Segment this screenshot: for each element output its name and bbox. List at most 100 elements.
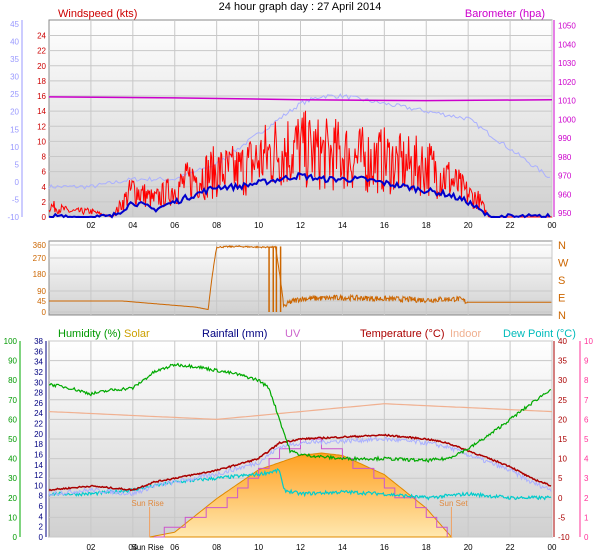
x-tick-label: 20 (464, 543, 473, 552)
rain-tick-label: 20 (34, 430, 43, 439)
x-tick-label: 04 (128, 543, 137, 552)
rain-tick-label: 0 (39, 533, 44, 542)
humidity-label: Humidity (%) (58, 328, 121, 340)
windspeed-label: Windspeed (kts) (58, 8, 137, 20)
x-tick-label: 14 (338, 543, 347, 552)
chart-title: 24 hour graph day : 27 April 2014 (219, 1, 382, 13)
humidity-tick-label: 50 (8, 435, 17, 444)
uv-label: UV (285, 328, 301, 340)
outer-tick-label: 20 (10, 108, 19, 117)
x-tick-label: 12 (296, 221, 305, 230)
indoor-label: Indoor (450, 328, 482, 340)
uv-tick-label: 9 (584, 357, 589, 366)
baro-tick-label: 1030 (558, 59, 576, 68)
uv-tick-label: 3 (584, 474, 589, 483)
temperature-label: Temperature (°C) (360, 328, 444, 340)
uv-tick-label: 7 (584, 396, 589, 405)
x-tick-label: 02 (86, 543, 95, 552)
x-tick-label: 02 (86, 221, 95, 230)
humidity-tick-label: 10 (8, 513, 17, 522)
direction-tick-label: 90 (37, 287, 46, 296)
rain-tick-label: 24 (34, 409, 43, 418)
compass-label: N (558, 310, 566, 322)
baro-tick-label: 990 (558, 134, 572, 143)
x-tick-label: 16 (380, 543, 389, 552)
sun-rise-axis-label: Sun Rise (131, 543, 164, 552)
humidity-tick-label: 20 (8, 494, 17, 503)
outer-tick-label: 40 (10, 38, 19, 47)
outer-tick-label: 0 (15, 178, 20, 187)
direction-tick-label: 0 (42, 308, 47, 317)
direction-tick-label: 45 (37, 297, 46, 306)
x-tick-label: 08 (212, 543, 221, 552)
outer-faint-series (48, 93, 550, 190)
humidity-tick-label: 60 (8, 415, 17, 424)
compass-label: W (558, 258, 569, 270)
wind-tick-label: 6 (42, 168, 47, 177)
x-tick-label: 08 (212, 221, 221, 230)
temp-tick-label: 0 (558, 494, 563, 503)
uv-tick-label: 1 (584, 513, 589, 522)
x-tick-label: 12 (296, 543, 305, 552)
wind-tick-label: 24 (37, 32, 46, 41)
rain-tick-label: 6 (39, 502, 44, 511)
temp-tick-label: 35 (558, 357, 567, 366)
rain-tick-label: 30 (34, 378, 43, 387)
barometer-label: Barometer (hpa) (465, 8, 545, 20)
uv-tick-label: 5 (584, 435, 589, 444)
uv-tick-label: 8 (584, 376, 589, 385)
dewpoint-label: Dew Point (°C) (503, 328, 576, 340)
temp-tick-label: 15 (558, 435, 567, 444)
temp-tick-label: -10 (558, 533, 570, 542)
wind-tick-label: 4 (42, 183, 47, 192)
wind-tick-label: 16 (37, 92, 46, 101)
baro-tick-label: 1010 (558, 97, 576, 106)
temperature-faint-series (48, 435, 552, 497)
x-tick-label: 18 (422, 221, 431, 230)
x-tick-label: 22 (506, 543, 515, 552)
sun-set-label: Sun Set (439, 499, 468, 508)
direction-tick-label: 360 (33, 241, 47, 250)
rain-tick-label: 36 (34, 347, 43, 356)
rain-tick-label: 12 (34, 471, 43, 480)
baro-tick-label: 950 (558, 209, 572, 218)
wind-tick-label: 20 (37, 62, 46, 71)
rain-tick-label: 16 (34, 450, 43, 459)
x-tick-label: 10 (254, 543, 263, 552)
outer-tick-label: 45 (10, 20, 19, 29)
sun-rise-label: Sun Rise (131, 499, 164, 508)
indoor-series (48, 403, 553, 421)
direction-tick-label: 180 (33, 270, 47, 279)
temp-tick-label: 30 (558, 376, 567, 385)
humidity-tick-label: 70 (8, 396, 17, 405)
wind-average-series (48, 172, 551, 219)
solar-label: Solar (124, 328, 150, 340)
wind-tick-label: 12 (37, 122, 46, 131)
wind-tick-label: 14 (37, 107, 46, 116)
x-tick-label: 16 (380, 221, 389, 230)
x-tick-label: 06 (170, 543, 179, 552)
x-tick-label: 20 (464, 221, 473, 230)
temp-tick-label: 40 (558, 337, 567, 346)
outer-tick-label: 25 (10, 90, 19, 99)
humidity-tick-label: 100 (4, 337, 18, 346)
wind-direction-series (49, 245, 552, 311)
humidity-temp-panel: 02 04 06 08 10 12 14 16 18 20 22 000102030405060708… (4, 337, 594, 552)
outer-tick-label: -5 (12, 195, 20, 204)
uv-tick-label: 0 (584, 533, 589, 542)
humidity-series (48, 362, 552, 463)
uv-tick-label: 4 (584, 455, 589, 464)
temp-tick-label: -5 (558, 513, 566, 522)
temp-tick-label: 20 (558, 415, 567, 424)
compass-label: N (558, 240, 566, 252)
x-tick-label: 00 (548, 543, 557, 552)
baro-tick-label: 960 (558, 190, 572, 199)
wind-tick-label: 22 (37, 47, 46, 56)
baro-tick-label: 970 (558, 172, 572, 181)
baro-tick-label: 1000 (558, 115, 576, 124)
baro-tick-label: 980 (558, 153, 572, 162)
